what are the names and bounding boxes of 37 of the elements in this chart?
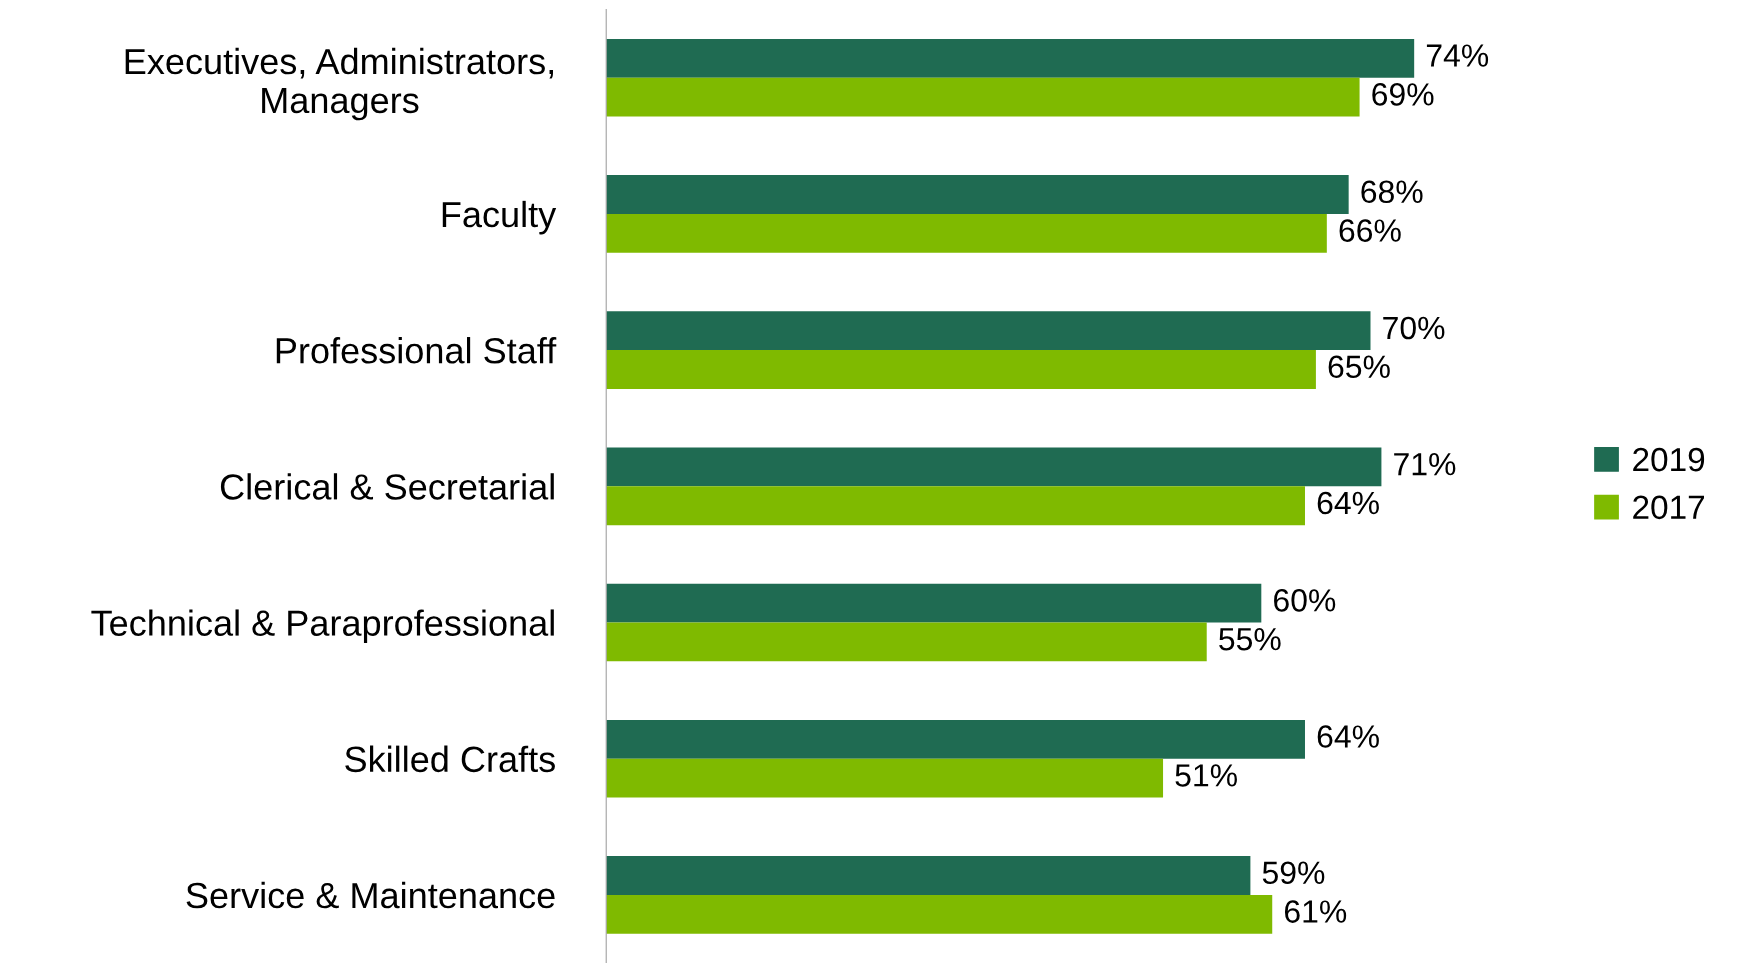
y-tick-label: Faculty [442, 200, 557, 235]
bar [606, 447, 1382, 487]
bar [606, 213, 1327, 253]
data-label: 60% [1274, 589, 1336, 612]
bar [606, 350, 1316, 389]
bar [606, 894, 1273, 934]
data-label: 65% [1328, 355, 1390, 379]
bar [606, 77, 1360, 117]
bar [606, 486, 1305, 526]
y-tick-label: Service & Maintenance [186, 881, 555, 909]
data-label: 71% [1394, 453, 1456, 476]
bar [606, 719, 1305, 759]
data-label: 70% [1383, 316, 1445, 340]
y-tick-label: Executives, Administrators, Managers [125, 47, 553, 121]
data-label: 61% [1284, 900, 1347, 923]
y-tick-label: Technical & Paraprofessional [91, 609, 554, 644]
data-label: 66% [1339, 219, 1401, 242]
data-label: 51% [1175, 764, 1237, 787]
legend-label: 2017 [1633, 495, 1704, 520]
bar [606, 622, 1207, 662]
bar [606, 758, 1164, 798]
legend-label: 2019 [1633, 447, 1705, 472]
data-label: 69% [1372, 83, 1434, 106]
data-label: 59% [1262, 861, 1325, 885]
bar [606, 38, 1415, 78]
bar [606, 311, 1371, 351]
data-label: 55% [1219, 628, 1281, 651]
bar [606, 583, 1262, 623]
y-tick-label: Clerical & Secretarial [220, 473, 554, 500]
data-label: 64% [1317, 725, 1379, 748]
data-label: 74% [1426, 44, 1489, 67]
data-label: 68% [1361, 180, 1423, 204]
bar [606, 856, 1251, 895]
y-tick-label: Skilled Crafts [345, 745, 555, 773]
bar [606, 175, 1349, 214]
data-label: 64% [1317, 491, 1379, 515]
y-tick-label: Professional Staff [276, 337, 557, 364]
